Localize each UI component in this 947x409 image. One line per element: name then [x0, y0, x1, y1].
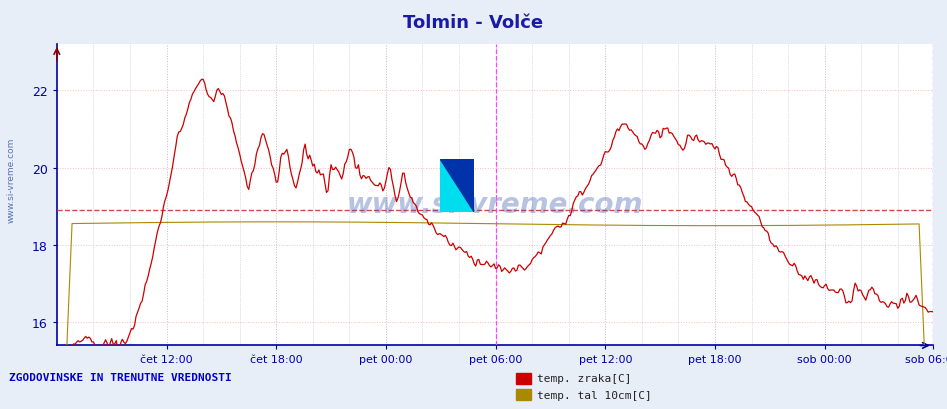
Text: www.si-vreme.com: www.si-vreme.com [7, 137, 16, 222]
Text: temp. zraka[C]: temp. zraka[C] [537, 373, 632, 383]
Text: www.si-vreme.com: www.si-vreme.com [347, 190, 643, 218]
Polygon shape [440, 160, 474, 213]
Text: temp. tal 10cm[C]: temp. tal 10cm[C] [537, 390, 652, 400]
Polygon shape [440, 160, 474, 213]
Text: ZGODOVINSKE IN TRENUTNE VREDNOSTI: ZGODOVINSKE IN TRENUTNE VREDNOSTI [9, 372, 232, 382]
Polygon shape [440, 160, 474, 213]
Text: Tolmin - Volče: Tolmin - Volče [403, 14, 544, 32]
